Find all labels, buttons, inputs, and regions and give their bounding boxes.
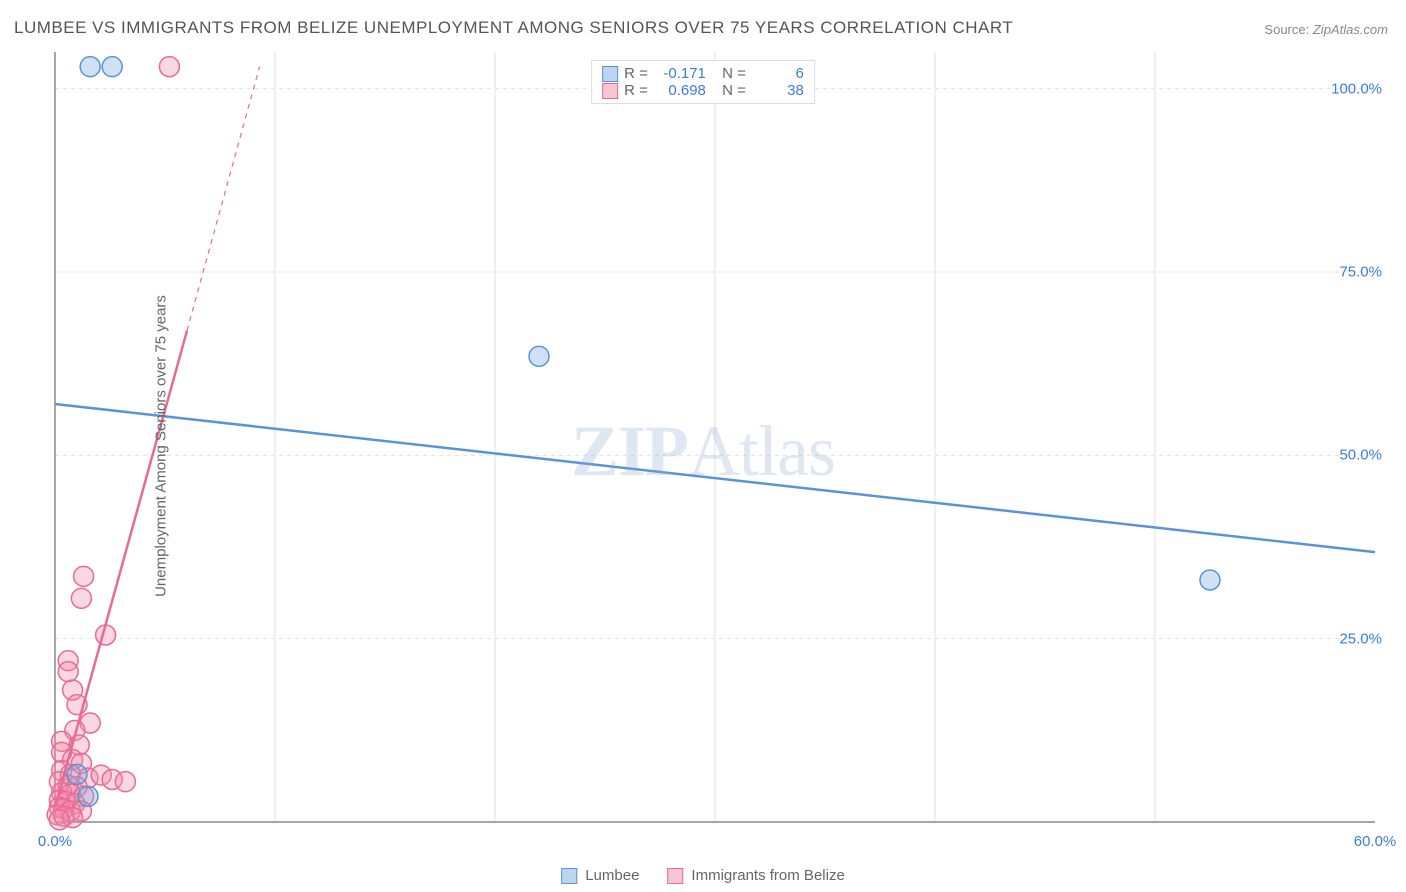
x-tick-label: 60.0% bbox=[1354, 833, 1397, 850]
source-label: Source: bbox=[1264, 22, 1309, 37]
y-tick-label: 50.0% bbox=[1339, 447, 1382, 464]
r-label: R = bbox=[624, 82, 648, 99]
swatch-lumbee bbox=[602, 66, 618, 82]
correlation-chart bbox=[0, 0, 1406, 892]
n-label: N = bbox=[722, 82, 746, 99]
n-value-lumbee: 6 bbox=[752, 65, 804, 82]
legend-row-belize: R = 0.698 N = 38 bbox=[602, 82, 804, 99]
y-axis-label: Unemployment Among Seniors over 75 years bbox=[152, 295, 169, 597]
y-tick-label: 25.0% bbox=[1339, 630, 1382, 647]
swatch-belize bbox=[667, 868, 683, 884]
legend-row-lumbee: R = -0.171 N = 6 bbox=[602, 65, 804, 82]
y-tick-label: 100.0% bbox=[1331, 80, 1382, 97]
legend-label-belize: Immigrants from Belize bbox=[691, 867, 844, 884]
legend-item-belize: Immigrants from Belize bbox=[667, 867, 844, 884]
r-label: R = bbox=[624, 65, 648, 82]
r-value-lumbee: -0.171 bbox=[654, 65, 706, 82]
n-label: N = bbox=[722, 65, 746, 82]
legend-label-lumbee: Lumbee bbox=[585, 867, 639, 884]
n-value-belize: 38 bbox=[752, 82, 804, 99]
swatch-belize bbox=[602, 83, 618, 99]
legend-item-lumbee: Lumbee bbox=[561, 867, 639, 884]
chart-title: LUMBEE VS IMMIGRANTS FROM BELIZE UNEMPLO… bbox=[14, 18, 1013, 38]
r-value-belize: 0.698 bbox=[654, 82, 706, 99]
source-attribution: Source: ZipAtlas.com bbox=[1264, 22, 1388, 37]
y-tick-label: 75.0% bbox=[1339, 264, 1382, 281]
source-value: ZipAtlas.com bbox=[1313, 22, 1388, 37]
correlation-legend: R = -0.171 N = 6 R = 0.698 N = 38 bbox=[591, 60, 815, 104]
series-legend: Lumbee Immigrants from Belize bbox=[561, 867, 845, 884]
x-tick-label: 0.0% bbox=[38, 833, 72, 850]
swatch-lumbee bbox=[561, 868, 577, 884]
